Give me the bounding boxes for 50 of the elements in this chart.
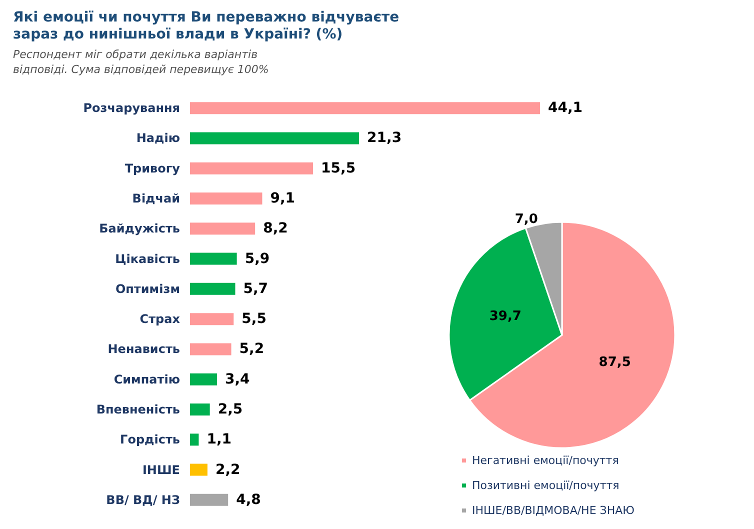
data-label: 5,9 bbox=[244, 250, 270, 267]
bar bbox=[190, 434, 199, 446]
y-tick-label: Страх bbox=[140, 312, 180, 326]
data-label: 15,5 bbox=[321, 160, 356, 176]
bar bbox=[190, 343, 232, 356]
y-tick-label: Впевненість bbox=[96, 402, 180, 416]
bar bbox=[190, 373, 217, 386]
legend-label: ІНШЕ/ВВ/ВІДМОВА/НЕ ЗНАЮ bbox=[472, 504, 635, 517]
data-label: 5,7 bbox=[243, 280, 268, 297]
data-label: 2,5 bbox=[218, 402, 243, 418]
y-tick-label: Гордість bbox=[120, 432, 180, 447]
y-tick-label: ІНШЕ bbox=[142, 462, 180, 477]
bar bbox=[190, 192, 262, 204]
bar bbox=[190, 132, 360, 144]
bar bbox=[190, 162, 314, 174]
data-label: 2,2 bbox=[215, 462, 240, 478]
y-tick-label: Симпатію bbox=[114, 372, 180, 386]
data-label: 87,5 bbox=[598, 354, 631, 370]
bar bbox=[190, 102, 540, 114]
y-tick-label: Байдужість bbox=[99, 222, 180, 236]
data-label: 3,4 bbox=[224, 371, 250, 388]
legend-label: Негативні емоції/почуття bbox=[472, 454, 619, 467]
data-label: 4,8 bbox=[236, 492, 261, 508]
bar bbox=[190, 252, 237, 265]
data-label: 39,7 bbox=[489, 309, 522, 324]
y-tick-label: Ненависть bbox=[108, 342, 180, 356]
data-label: 44,1 bbox=[548, 100, 583, 116]
chart-title: Які емоції чи почуття Ви переважно відчуваєте зараз до нинішньої влади в Україні? (%) bbox=[13, 10, 404, 42]
bar bbox=[190, 313, 234, 326]
data-label: 7,0 bbox=[514, 212, 538, 228]
y-tick-label: Тривогу bbox=[124, 161, 180, 176]
data-label: 9,1 bbox=[270, 190, 296, 206]
y-tick-label: Надію bbox=[136, 131, 180, 146]
y-tick-label: Відчай bbox=[132, 192, 180, 206]
chart-subtitle: Респондент міг обрати декілька варіантів відповіді. Сума відповідей перевищує 100% bbox=[13, 48, 269, 76]
data-label: 5,5 bbox=[242, 311, 266, 328]
data-label: 21,3 bbox=[367, 130, 402, 146]
data-label: 8,2 bbox=[263, 220, 288, 237]
bar bbox=[190, 404, 210, 416]
bar bbox=[190, 282, 236, 295]
y-tick-label: Розчарування bbox=[83, 101, 180, 116]
data-label: 1,1 bbox=[206, 432, 232, 448]
bar bbox=[190, 222, 256, 235]
bar bbox=[190, 494, 228, 506]
bar bbox=[190, 464, 208, 476]
y-tick-label: Оптимізм bbox=[115, 282, 180, 296]
legend-label: Позитивні емоції/почуття bbox=[472, 479, 620, 492]
data-label: 5,2 bbox=[239, 341, 264, 358]
y-tick-label: Цікавість bbox=[115, 252, 180, 266]
y-tick-label: ВВ/ ВД/ НЗ bbox=[106, 492, 180, 507]
